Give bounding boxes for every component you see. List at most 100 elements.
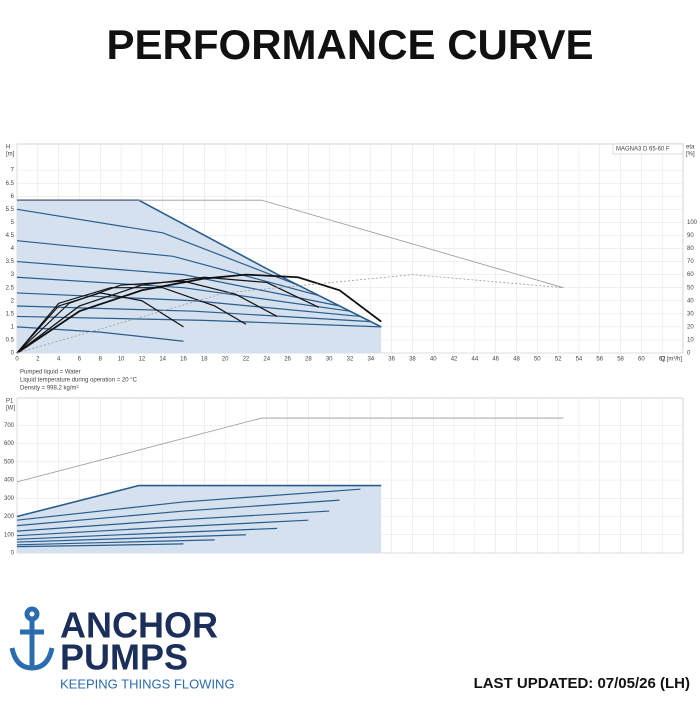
brand: PUMPS [60,637,188,678]
y-tick-label: 100 [4,532,15,538]
y-axis-label: P1 [6,399,14,405]
x-tick-label: 24 [263,357,270,363]
note: Density = 998.2 kg/m³ [20,386,79,392]
y-tick-label: 400 [4,478,15,484]
curve [16,543,184,548]
x-tick-label: 62 [659,357,666,363]
curve [16,273,382,354]
y2-tick-label: 100 [687,220,698,226]
curve [16,488,361,521]
y2-tick-label: 0 [687,351,691,357]
curve [17,199,564,289]
y-tick-label: 6.5 [6,181,15,187]
x-tick-label: 14 [159,357,166,363]
x-tick-label: 22 [243,357,250,363]
curve [16,276,351,312]
y-tick-label: 4 [11,246,15,252]
x-tick-label: 28 [305,357,312,363]
y2-tick-label: 10 [687,338,694,344]
curve [16,276,320,354]
x-tick-label: 6 [78,357,82,363]
x-tick-label: 36 [388,357,395,363]
brand: ANCHOR [60,605,218,646]
curve [16,287,247,354]
curve [16,484,382,518]
y-tick-label: 1 [11,324,15,330]
y-tick-label: 0 [11,551,15,557]
x-tick-label: 26 [284,357,291,363]
x-tick-label: 42 [451,357,458,363]
x-tick-label: 0 [15,357,19,363]
y2-tick-label: 70 [687,259,694,265]
curve [16,510,330,532]
y2-tick-label: 20 [687,324,694,330]
curve [16,326,184,342]
y-tick-label: 3.5 [6,259,15,265]
y-tick-label: 1.5 [6,311,15,317]
x-tick-label: 40 [430,357,437,363]
curve [16,534,246,543]
y-tick-label: 600 [4,441,15,447]
x-tick-label: 48 [513,357,520,363]
y-tick-label: 5.5 [6,207,15,213]
note: Liquid temperature during operation = 20… [20,378,138,384]
curve [16,240,319,297]
y-axis-label: H [6,145,10,151]
y-axis-label: [m] [6,152,15,158]
curve [16,260,340,307]
y2-axis-label: [%] [686,152,695,158]
y-tick-label: 700 [4,423,15,429]
y2-tick-label: 90 [687,233,694,239]
y-tick-label: 6 [11,194,15,200]
area [17,200,382,353]
curve [16,208,299,286]
curve [16,499,340,527]
y2-tick-label: 30 [687,311,694,317]
x-tick-label: 60 [638,357,645,363]
legend-text: MAGNA3 D 65-60 F [616,147,670,153]
y2-axis-label: eta [686,145,695,151]
curve [16,519,309,537]
y-tick-label: 7 [11,168,15,174]
x-tick-label: 38 [409,357,416,363]
curve [16,280,278,354]
y2-tick-label: 60 [687,272,694,278]
curve [16,305,371,323]
x-tick-label: 52 [555,357,562,363]
x-tick-label: 58 [617,357,624,363]
x-tick-label: 16 [180,357,187,363]
x-tick-label: 18 [201,357,208,363]
y-tick-label: 2 [11,298,15,304]
curve [16,417,564,483]
area [17,485,382,553]
x-tick-label: 44 [472,357,479,363]
y2-tick-label: 40 [687,298,694,304]
x-tick-label: 4 [57,357,61,363]
x-tick-label: 8 [99,357,103,363]
y-axis-label: [W] [6,406,15,412]
x-tick-label: 10 [118,357,125,363]
curve [16,315,382,328]
y-tick-label: 0 [11,351,15,357]
y2-tick-label: 80 [687,246,694,252]
y-tick-label: 300 [4,496,15,502]
last-updated: LAST UPDATED: 07/05/26 (LH) [474,675,690,692]
note: Pumped liquid = Water [20,370,81,376]
y-tick-label: 5 [11,220,15,226]
y-tick-label: 200 [4,514,15,520]
x-tick-label: 34 [367,357,374,363]
x-tick-label: 50 [534,357,541,363]
curve [16,539,215,546]
legend-box [612,143,684,155]
x-tick-label: 12 [139,357,146,363]
x-axis-label: Q [m³/h] [660,357,682,363]
x-tick-label: 54 [576,357,583,363]
y-tick-label: 3 [11,272,15,278]
x-tick-label: 46 [492,357,499,363]
page-title: PERFORMANCE CURVE [107,21,594,68]
curve [16,527,278,540]
logo-icon [9,606,55,671]
y-tick-label: 2.5 [6,285,15,291]
x-tick-label: 32 [347,357,354,363]
